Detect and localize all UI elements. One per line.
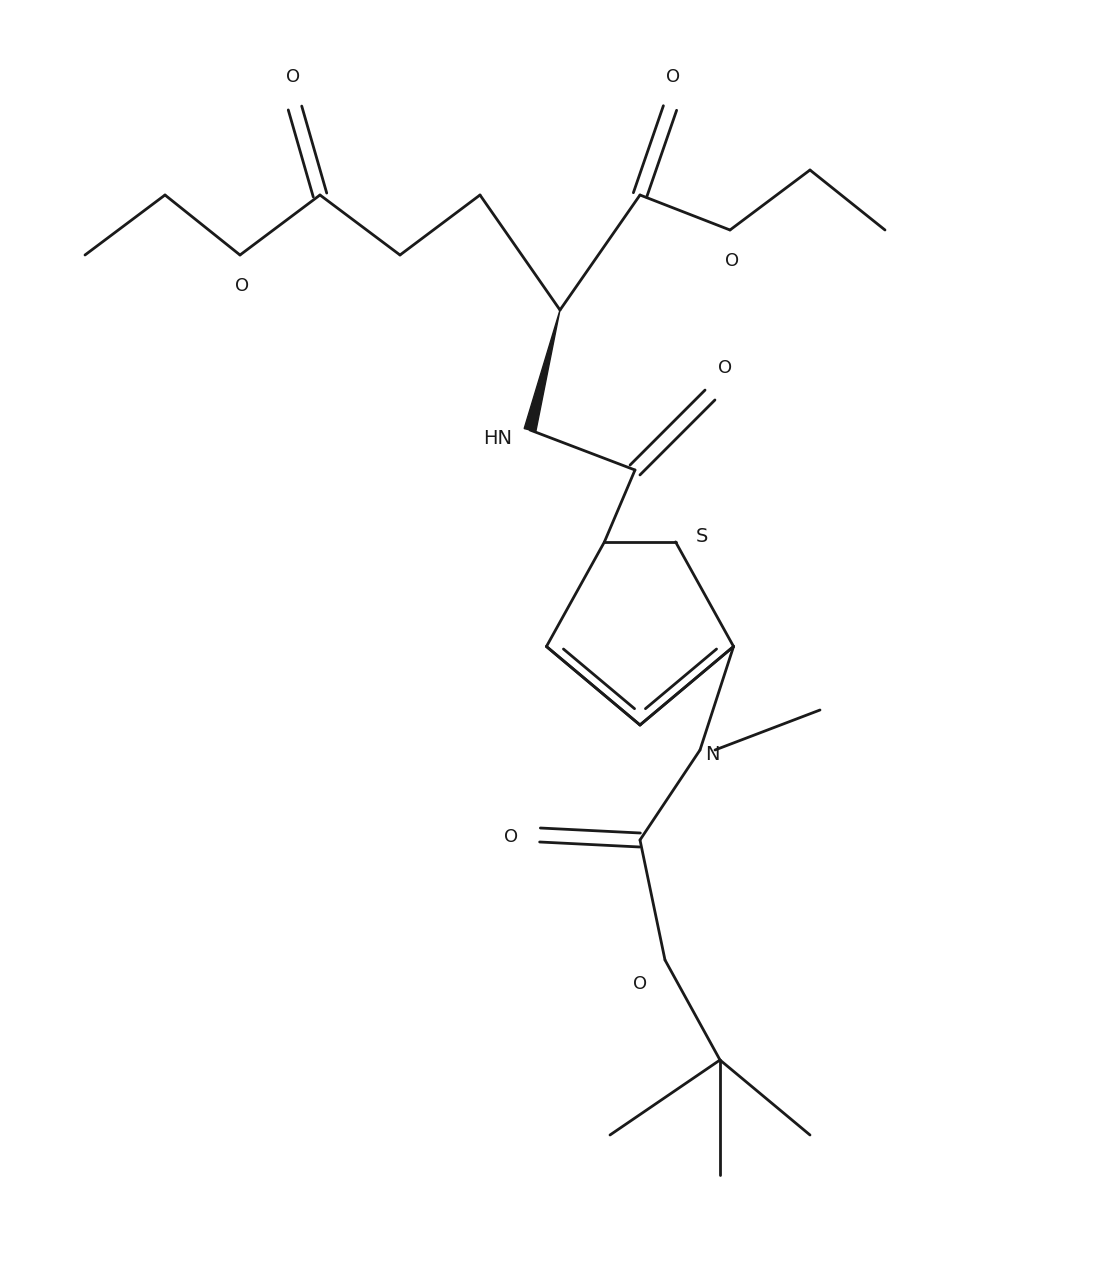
Text: O: O bbox=[725, 252, 739, 270]
Text: O: O bbox=[285, 68, 300, 87]
Text: O: O bbox=[633, 975, 647, 992]
Text: O: O bbox=[504, 828, 518, 846]
Text: N: N bbox=[705, 745, 720, 764]
Text: O: O bbox=[666, 68, 680, 87]
Text: S: S bbox=[695, 527, 707, 547]
Polygon shape bbox=[525, 310, 560, 432]
Text: O: O bbox=[719, 359, 732, 377]
Text: HN: HN bbox=[483, 428, 512, 447]
Text: O: O bbox=[235, 276, 249, 296]
